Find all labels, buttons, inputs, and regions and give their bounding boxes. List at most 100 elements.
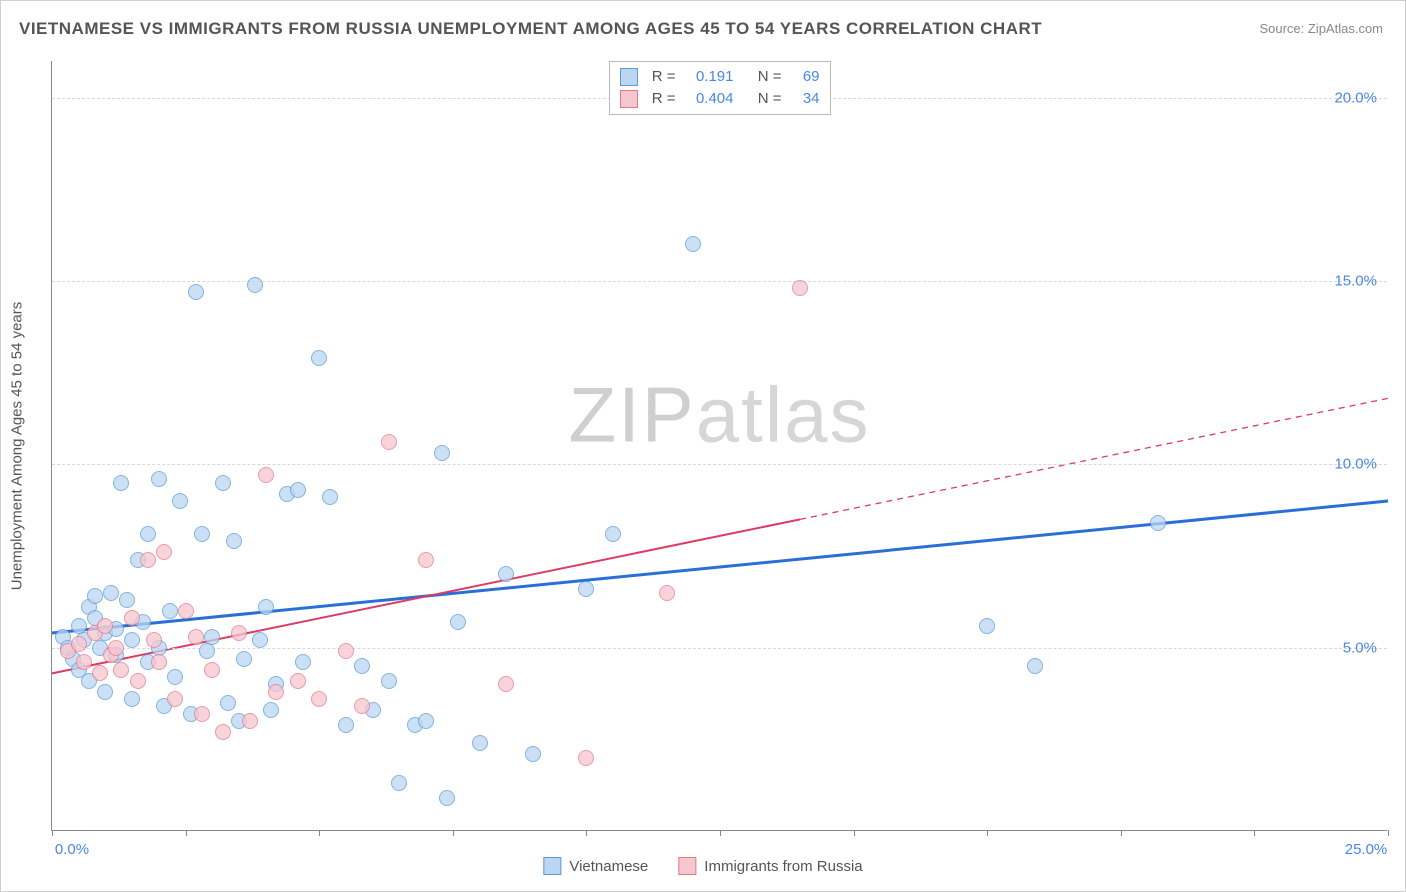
data-point	[188, 284, 204, 300]
x-tick	[52, 830, 53, 836]
r-label: R =	[646, 88, 676, 110]
data-point	[71, 618, 87, 634]
trend-line	[52, 501, 1388, 633]
data-point	[391, 775, 407, 791]
data-point	[792, 280, 808, 296]
data-point	[290, 673, 306, 689]
data-point	[97, 684, 113, 700]
x-tick	[720, 830, 721, 836]
data-point	[124, 610, 140, 626]
data-point	[167, 669, 183, 685]
data-point	[156, 544, 172, 560]
n-label: N =	[752, 66, 782, 88]
data-point	[172, 493, 188, 509]
data-point	[146, 632, 162, 648]
data-point	[130, 673, 146, 689]
legend-correlation-row: R =0.404N =34	[620, 88, 820, 110]
x-tick	[854, 830, 855, 836]
data-point	[204, 629, 220, 645]
plot-area: ZIPatlas R = 0.191 N = 69R =0.404N =34 5.0%…	[51, 61, 1387, 831]
x-tick	[1388, 830, 1389, 836]
data-point	[76, 654, 92, 670]
legend-correlation-box: R = 0.191 N = 69R =0.404N =34	[609, 61, 831, 115]
source-label: Source: ZipAtlas.com	[1259, 21, 1383, 36]
legend-swatch	[620, 68, 638, 86]
y-axis-label: Unemployment Among Ages 45 to 54 years	[9, 302, 26, 591]
data-point	[252, 632, 268, 648]
data-point	[124, 691, 140, 707]
y-tick-label: 10.0%	[1334, 456, 1377, 473]
r-value: 0.191	[684, 66, 734, 88]
data-point	[226, 533, 242, 549]
data-point	[338, 643, 354, 659]
data-point	[338, 717, 354, 733]
data-point	[498, 676, 514, 692]
data-point	[231, 625, 247, 641]
data-point	[311, 350, 327, 366]
gridline	[52, 464, 1387, 465]
data-point	[199, 643, 215, 659]
data-point	[525, 746, 541, 762]
data-point	[418, 713, 434, 729]
legend-correlation-row: R = 0.191 N = 69	[620, 66, 820, 88]
data-point	[151, 654, 167, 670]
data-point	[87, 588, 103, 604]
data-point	[113, 475, 129, 491]
data-point	[178, 603, 194, 619]
data-point	[1027, 658, 1043, 674]
legend-series-item: Vietnamese	[543, 857, 648, 875]
legend-series-label: Immigrants from Russia	[704, 858, 862, 875]
data-point	[215, 475, 231, 491]
trend-line-extrapolated	[800, 398, 1388, 519]
y-tick-label: 5.0%	[1343, 639, 1377, 656]
x-tick	[319, 830, 320, 836]
legend-swatch	[620, 90, 638, 108]
data-point	[578, 581, 594, 597]
data-point	[108, 640, 124, 656]
x-tick-label: 0.0%	[55, 841, 89, 858]
data-point	[381, 673, 397, 689]
x-tick	[453, 830, 454, 836]
legend-swatch	[678, 857, 696, 875]
data-point	[472, 735, 488, 751]
data-point	[97, 618, 113, 634]
data-point	[685, 236, 701, 252]
data-point	[311, 691, 327, 707]
x-tick	[1121, 830, 1122, 836]
watermark-zip: ZIP	[568, 370, 695, 458]
data-point	[151, 471, 167, 487]
data-point	[605, 526, 621, 542]
n-value: 69	[790, 66, 820, 88]
n-value: 34	[790, 88, 820, 110]
x-tick	[987, 830, 988, 836]
x-tick	[1254, 830, 1255, 836]
legend-series: Vietnamese Immigrants from Russia	[543, 857, 862, 875]
data-point	[194, 526, 210, 542]
data-point	[204, 662, 220, 678]
data-point	[162, 603, 178, 619]
chart-title: VIETNAMESE VS IMMIGRANTS FROM RUSSIA UNE…	[19, 19, 1042, 39]
data-point	[498, 566, 514, 582]
x-tick	[586, 830, 587, 836]
x-tick	[186, 830, 187, 836]
data-point	[263, 702, 279, 718]
legend-swatch	[543, 857, 561, 875]
legend-series-label: Vietnamese	[569, 858, 648, 875]
watermark: ZIPatlas	[568, 369, 870, 460]
chart-container: VIETNAMESE VS IMMIGRANTS FROM RUSSIA UNE…	[0, 0, 1406, 892]
data-point	[354, 658, 370, 674]
data-point	[103, 585, 119, 601]
data-point	[268, 684, 284, 700]
data-point	[242, 713, 258, 729]
data-point	[295, 654, 311, 670]
data-point	[140, 552, 156, 568]
data-point	[167, 691, 183, 707]
legend-series-item: Immigrants from Russia	[678, 857, 862, 875]
r-label: R =	[646, 66, 676, 88]
data-point	[434, 445, 450, 461]
data-point	[354, 698, 370, 714]
gridline	[52, 648, 1387, 649]
x-tick-label: 25.0%	[1345, 841, 1388, 858]
data-point	[381, 434, 397, 450]
data-point	[450, 614, 466, 630]
